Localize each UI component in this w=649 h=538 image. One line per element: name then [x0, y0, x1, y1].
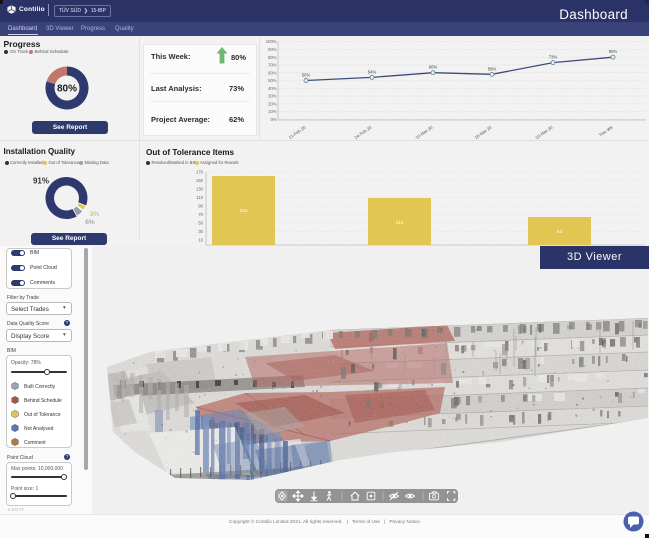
- svg-text:90: 90: [198, 204, 203, 209]
- svg-text:54%: 54%: [368, 69, 377, 74]
- svg-text:60%: 60%: [268, 70, 277, 75]
- svg-text:70: 70: [198, 212, 203, 217]
- svg-text:162: 162: [239, 208, 247, 214]
- svg-text:170: 170: [196, 170, 204, 175]
- svg-text:24-Feb-20: 24-Feb-20: [353, 124, 373, 140]
- svg-text:20%: 20%: [268, 101, 277, 106]
- svg-text:70%: 70%: [268, 63, 277, 68]
- svg-text:10: 10: [198, 238, 203, 243]
- svg-text:100%: 100%: [266, 39, 277, 44]
- svg-text:80%: 80%: [609, 49, 618, 54]
- svg-text:30: 30: [198, 229, 203, 234]
- svg-text:80%: 80%: [268, 55, 277, 60]
- svg-text:3%: 3%: [90, 211, 100, 218]
- svg-text:60%: 60%: [429, 65, 438, 70]
- svg-text:63: 63: [557, 229, 563, 235]
- svg-text:23-Mar-20: 23-Mar-20: [534, 124, 554, 140]
- svg-text:90%: 90%: [268, 47, 277, 52]
- svg-text:110: 110: [196, 195, 203, 200]
- svg-text:91%: 91%: [33, 177, 49, 186]
- svg-text:6%: 6%: [85, 219, 95, 226]
- svg-text:30%: 30%: [268, 94, 277, 99]
- svg-text:11-Feb-20: 11-Feb-20: [288, 124, 307, 140]
- svg-text:This Wk: This Wk: [598, 124, 614, 137]
- svg-text:130: 130: [196, 187, 204, 192]
- svg-text:80%: 80%: [57, 84, 77, 95]
- svg-text:50%: 50%: [302, 73, 311, 78]
- svg-text:16-Mar-20: 16-Mar-20: [473, 124, 493, 140]
- svg-text:150: 150: [196, 178, 204, 183]
- svg-text:10-Mar-20: 10-Mar-20: [414, 124, 434, 140]
- svg-text:0%: 0%: [270, 117, 276, 122]
- svg-text:112: 112: [396, 220, 404, 226]
- svg-text:73%: 73%: [549, 55, 558, 60]
- svg-text:50%: 50%: [268, 78, 277, 83]
- svg-text:40%: 40%: [268, 86, 277, 91]
- svg-text:10%: 10%: [268, 109, 277, 114]
- svg-text:58%: 58%: [488, 66, 497, 71]
- svg-text:50: 50: [198, 221, 203, 226]
